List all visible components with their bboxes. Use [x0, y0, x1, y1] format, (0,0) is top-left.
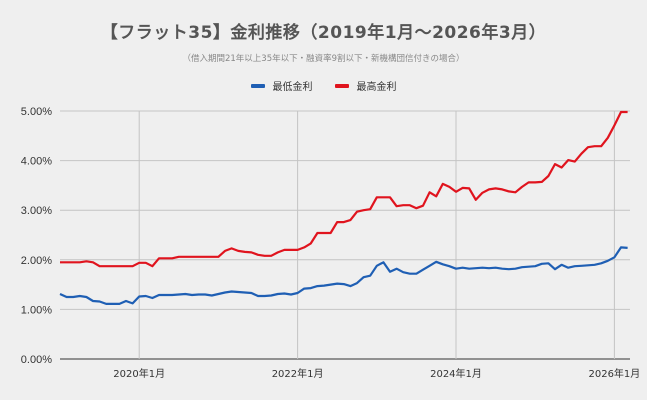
x-tick-label: 2026年1月	[588, 367, 640, 380]
y-tick-label: 5.00%	[21, 106, 52, 118]
y-tick-label: 1.00%	[21, 304, 52, 316]
legend-label: 最高金利	[356, 82, 397, 93]
legend-swatch-blue-icon	[250, 83, 265, 88]
chart-title: 【フラット35】金利推移（2019年1月～2026年3月）	[100, 23, 547, 43]
x-tick-label: 2020年1月	[113, 367, 165, 380]
legend-item-max-rate[interactable]: 最高金利	[334, 78, 397, 93]
series-line-max-rate	[60, 110, 628, 268]
chart-subtitle: （借入期間21年以上35年以下・融資率9割以下・新機構団信付きの場合）	[182, 54, 465, 64]
legend-swatch-red-icon	[334, 83, 349, 88]
y-tick-label: 3.00%	[21, 205, 52, 217]
y-tick-label: 0.00%	[21, 354, 52, 366]
legend-item-min-rate[interactable]: 最低金利	[250, 78, 313, 93]
x-tick-label: 2022年1月	[272, 367, 324, 380]
legend: 最低金利 最高金利	[0, 78, 647, 93]
y-tick-label: 4.00%	[21, 156, 52, 168]
y-tick-label: 2.00%	[21, 255, 52, 267]
x-tick-label: 2024年1月	[430, 367, 482, 380]
legend-label: 最低金利	[272, 82, 313, 93]
series-line-min-rate	[59, 246, 628, 305]
